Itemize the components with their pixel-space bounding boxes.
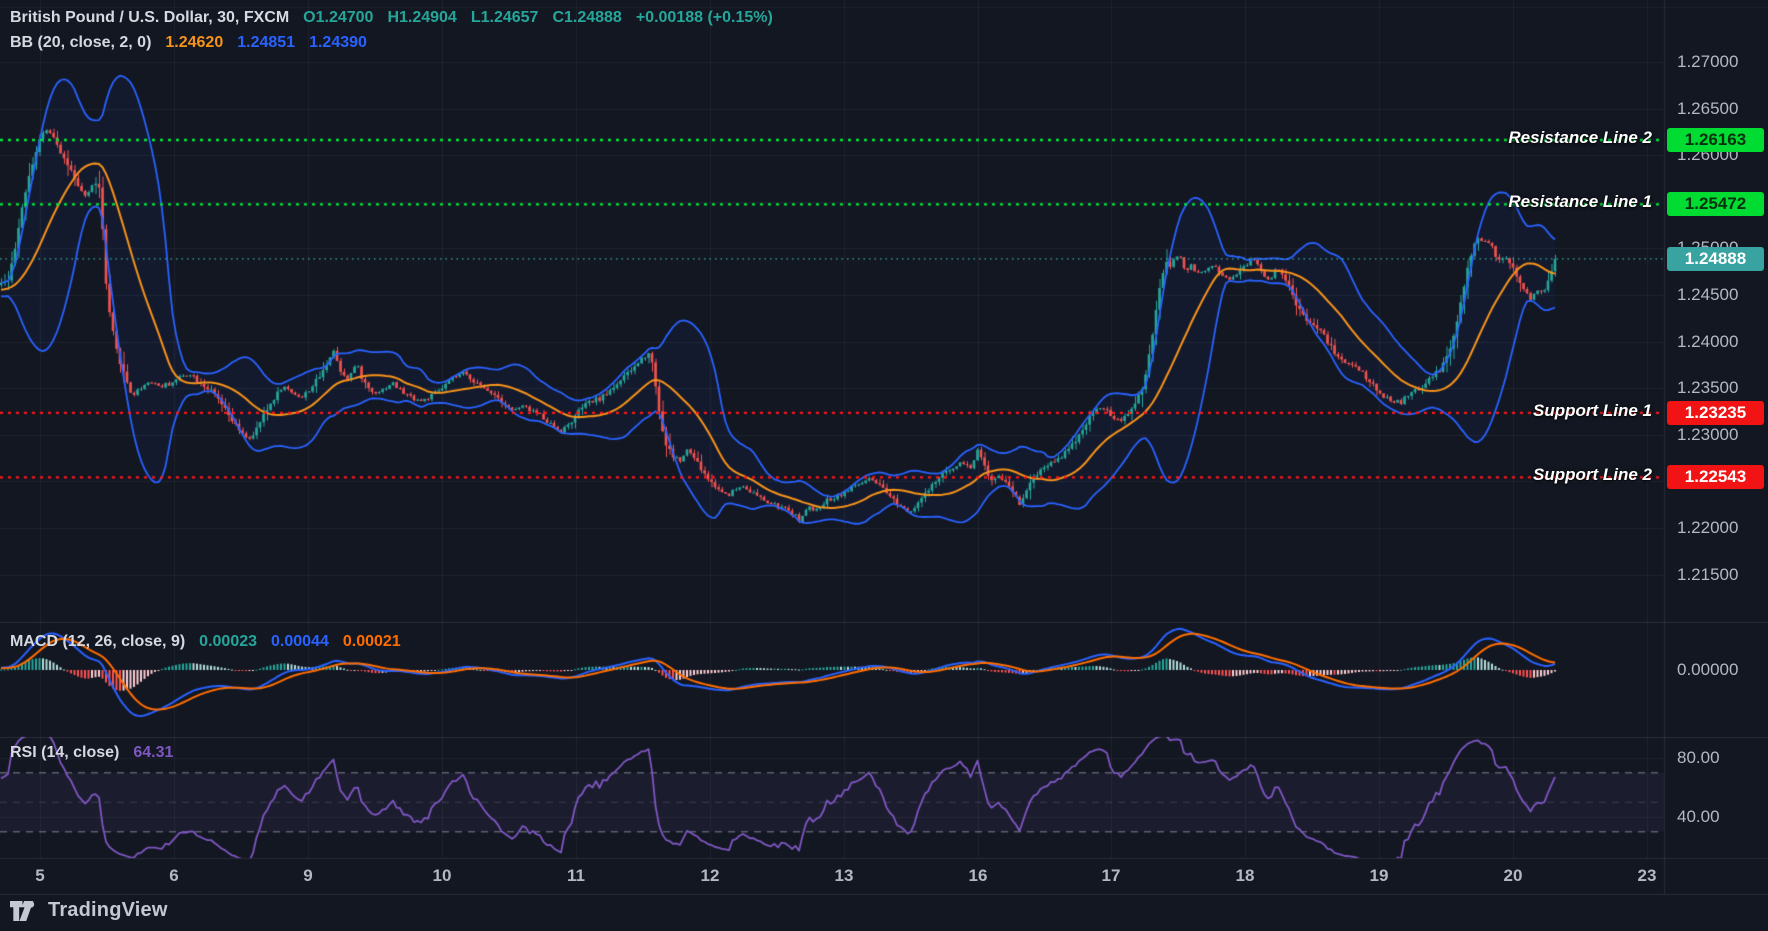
- price-axis-tick: 1.27000: [1677, 52, 1739, 71]
- time-axis-tick: 13: [834, 866, 854, 885]
- rsi-value: 64.31: [133, 744, 174, 761]
- ohlc-close: C1.24888: [552, 9, 622, 26]
- ohlc-change: +0.00188 (+0.15%): [635, 9, 773, 26]
- ohlc-high: H1.24904: [387, 9, 457, 26]
- macd-signal-value: 0.00021: [342, 633, 401, 650]
- ohlc-open: O1.24700: [303, 9, 374, 26]
- rsi-axis-tick: 40.00: [1677, 807, 1720, 826]
- support-line-1-badge[interactable]: 1.23235: [1667, 400, 1764, 425]
- time-axis-tick: 11: [567, 866, 585, 885]
- price-axis-tick: 1.26500: [1677, 98, 1739, 118]
- bb-label: BB (20, close, 2, 0): [10, 34, 152, 51]
- time-axis-tick: 9: [303, 866, 313, 885]
- price-axis-tick: 1.24500: [1677, 285, 1739, 304]
- time-axis-tick: 17: [1101, 866, 1121, 885]
- rsi-axis-tick: 80.00: [1677, 748, 1720, 767]
- bb-basis-value: 1.24620: [165, 34, 224, 51]
- price-axis-tick: 1.24000: [1677, 331, 1739, 351]
- last-price-badge[interactable]: 1.24888: [1667, 246, 1764, 271]
- price-axis-tick: 1.21500: [1677, 564, 1739, 584]
- bb-lower-value: 1.24390: [309, 34, 367, 51]
- macd-legend-row[interactable]: MACD (12, 26, close, 9) 0.00023 0.00044 …: [10, 633, 401, 651]
- bb-upper-value: 1.24851: [237, 34, 296, 51]
- resistance-line-1-badge[interactable]: 1.25472: [1667, 192, 1764, 217]
- rsi-label: RSI (14, close): [10, 744, 120, 761]
- macd-line-value: 0.00044: [271, 633, 329, 650]
- resistance-line-2-badge[interactable]: 1.26163: [1667, 128, 1764, 152]
- symbol-legend-row[interactable]: British Pound / U.S. Dollar, 30, FXCM O1…: [10, 9, 773, 27]
- time-axis-tick: 6: [169, 866, 179, 885]
- price-axis-tick: 1.23500: [1677, 378, 1739, 398]
- time-axis-tick: 5: [35, 866, 45, 885]
- support-line-1-label[interactable]: Support Line 1: [1533, 400, 1652, 420]
- resistance-line-1-label[interactable]: Resistance Line 1: [1508, 192, 1652, 212]
- support-line-2-badge[interactable]: 1.22543: [1667, 465, 1764, 490]
- symbol-title: British Pound / U.S. Dollar, 30, FXCM: [10, 9, 290, 26]
- rsi-legend-row[interactable]: RSI (14, close) 64.31: [10, 744, 173, 762]
- time-axis-tick: 18: [1235, 866, 1255, 885]
- resistance-line-2-label[interactable]: Resistance Line 2: [1508, 128, 1652, 147]
- macd-axis-tick: 0.00000: [1677, 660, 1739, 679]
- macd-histogram-value: 0.00023: [199, 633, 258, 650]
- tradingview-logo-text: TradingView: [48, 899, 168, 921]
- support-line-2-label[interactable]: Support Line 2: [1533, 465, 1652, 485]
- price-axis-tick: 1.22000: [1677, 518, 1739, 537]
- time-axis-tick: 16: [968, 866, 988, 885]
- time-axis-tick: 20: [1503, 866, 1523, 885]
- tradingview-logo-icon: [10, 900, 40, 921]
- tradingview-logo[interactable]: TradingView: [10, 899, 168, 922]
- time-axis-tick: 23: [1637, 866, 1657, 885]
- time-axis-tick: 10: [432, 866, 452, 885]
- time-axis-tick: 12: [700, 866, 720, 885]
- bb-legend-row[interactable]: BB (20, close, 2, 0) 1.24620 1.24851 1.2…: [10, 34, 367, 52]
- time-axis-tick: 19: [1369, 866, 1389, 885]
- ohlc-low: L1.24657: [470, 9, 539, 26]
- macd-label: MACD (12, 26, close, 9): [10, 633, 186, 650]
- price-axis-tick: 1.23000: [1677, 424, 1739, 444]
